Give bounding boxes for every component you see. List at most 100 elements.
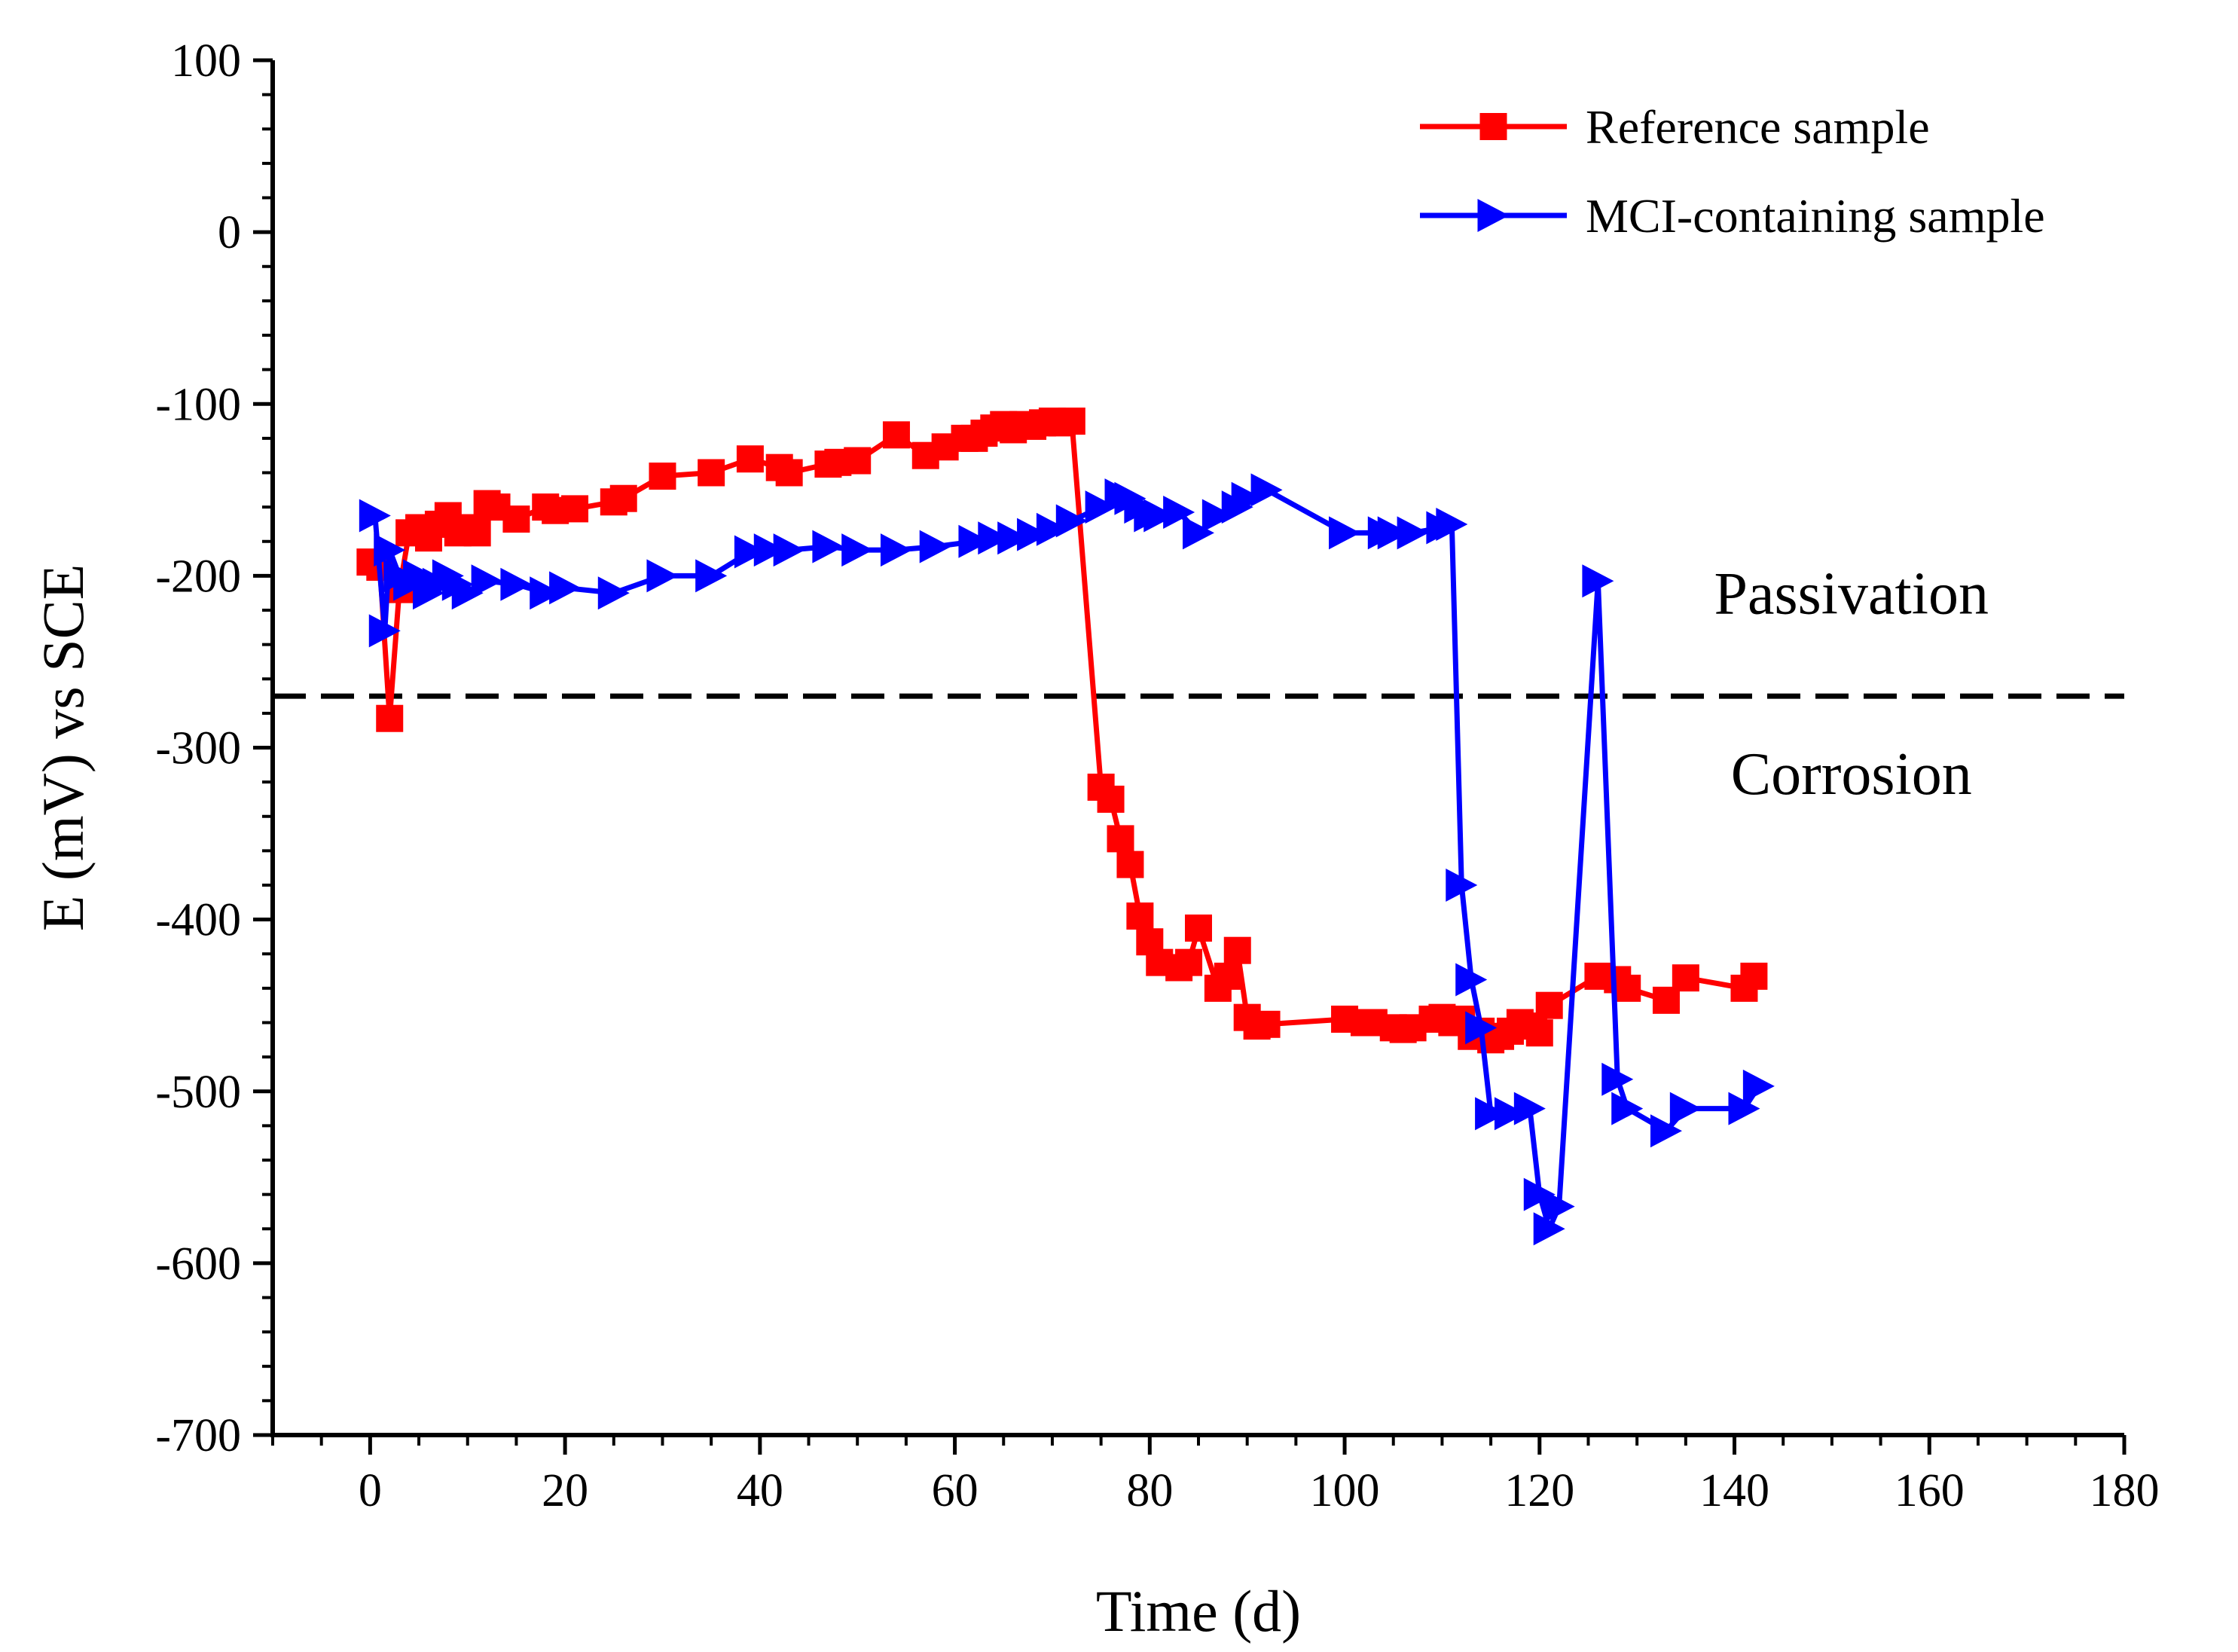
- data-point: [841, 533, 874, 567]
- x-tick-label: 100: [1310, 1465, 1380, 1516]
- data-point: [882, 421, 910, 449]
- x-tick-label: 60: [932, 1465, 979, 1516]
- data-point: [1377, 516, 1409, 550]
- data-point: [374, 533, 406, 567]
- data-point: [451, 576, 484, 610]
- data-point: [1397, 516, 1429, 550]
- data-point: [1535, 991, 1563, 1019]
- plot-area: Passivation Corrosion: [273, 408, 2124, 1246]
- y-tick-label: -300: [155, 723, 241, 774]
- data-point: [1436, 507, 1468, 541]
- data-point: [1455, 963, 1488, 997]
- x-tick-label: 0: [359, 1465, 382, 1516]
- data-point: [403, 559, 435, 593]
- data-point: [1058, 408, 1085, 435]
- data-point: [997, 521, 1030, 555]
- data-point: [649, 463, 676, 490]
- data-point: [919, 530, 951, 563]
- series-mci: [359, 473, 1775, 1246]
- data-point: [359, 499, 391, 533]
- data-point: [368, 614, 401, 648]
- y-tick-label: -400: [155, 895, 241, 946]
- annotation-corrosion: Corrosion: [1731, 741, 1972, 808]
- data-point: [1214, 962, 1241, 990]
- data-point: [1650, 1114, 1682, 1148]
- data-point: [376, 704, 404, 732]
- data-point: [775, 459, 803, 487]
- data-point: [1055, 504, 1088, 538]
- data-point: [549, 571, 582, 605]
- data-point: [463, 519, 491, 547]
- y-axis-title: E (mV) vs SCE: [30, 564, 96, 932]
- data-point: [1533, 1212, 1565, 1246]
- data-point: [1231, 481, 1263, 515]
- data-point: [1494, 1097, 1526, 1131]
- data-point: [1740, 962, 1768, 990]
- y-tick-label: 0: [218, 207, 241, 258]
- axes: 100 0 -100 -200 -300 -400 -500 -600 -700 0 20 40 60 8…: [30, 35, 2160, 1644]
- x-tick-label: 160: [1895, 1465, 1965, 1516]
- data-point: [978, 521, 1010, 555]
- data-point: [1614, 974, 1641, 1002]
- legend-label: Reference sample: [1586, 100, 1930, 154]
- x-tick-label: 120: [1504, 1465, 1574, 1516]
- data-point: [773, 533, 805, 567]
- data-point: [698, 459, 725, 487]
- data-point: [1143, 499, 1176, 533]
- y-tick-label: -100: [155, 379, 241, 430]
- data-point: [1513, 1092, 1546, 1125]
- series-reference: [356, 408, 1768, 1054]
- legend: Reference sample MCI-containing sample: [1420, 100, 2045, 243]
- data-point: [1742, 1069, 1775, 1103]
- data-point: [734, 535, 766, 569]
- data-point: [1107, 825, 1134, 853]
- data-point: [1543, 1189, 1575, 1223]
- x-tick-label: 40: [737, 1465, 783, 1516]
- data-point: [1250, 473, 1283, 507]
- data-point: [1728, 1092, 1760, 1125]
- data-point: [1017, 518, 1049, 551]
- legend-item-mci: MCI-containing sample: [1420, 189, 2045, 243]
- data-point: [1185, 915, 1212, 942]
- x-tick-label: 180: [2090, 1465, 2160, 1516]
- data-point: [597, 576, 630, 610]
- data-point: [471, 564, 503, 598]
- data-point: [1601, 1062, 1634, 1096]
- data-point: [1126, 902, 1154, 930]
- data-point: [1669, 1092, 1702, 1125]
- data-point: [844, 447, 872, 475]
- data-point: [753, 533, 786, 567]
- legend-marker: [1477, 199, 1510, 232]
- data-point: [1253, 1010, 1281, 1038]
- data-point: [609, 484, 637, 512]
- x-tick-label: 140: [1699, 1465, 1769, 1516]
- series-line: [372, 487, 1761, 1232]
- x-axis-title: Time (d): [1096, 1578, 1301, 1644]
- data-point: [1475, 1097, 1507, 1131]
- data-point: [695, 559, 728, 593]
- data-point: [561, 495, 589, 523]
- data-point: [1525, 1019, 1553, 1047]
- data-point: [1116, 850, 1144, 878]
- annotation-passivation: Passivation: [1714, 561, 1989, 628]
- data-point: [1223, 936, 1251, 964]
- data-point: [500, 567, 533, 601]
- x-tick-label: 20: [542, 1465, 588, 1516]
- data-point: [1329, 516, 1361, 550]
- data-point: [1097, 785, 1125, 813]
- legend-marker: [1479, 113, 1507, 140]
- data-point: [1611, 1092, 1644, 1125]
- data-point: [958, 524, 991, 558]
- legend-item-reference: Reference sample: [1420, 100, 1930, 154]
- data-point: [1582, 564, 1614, 598]
- data-point: [1183, 516, 1214, 550]
- data-point: [1085, 490, 1117, 524]
- y-tick-label: 100: [171, 35, 241, 87]
- data-point: [646, 559, 679, 593]
- data-point: [1036, 512, 1068, 546]
- data-point: [1446, 869, 1478, 902]
- data-point: [1523, 1177, 1556, 1211]
- y-tick-label: -700: [155, 1410, 241, 1461]
- y-tick-label: -200: [155, 551, 241, 602]
